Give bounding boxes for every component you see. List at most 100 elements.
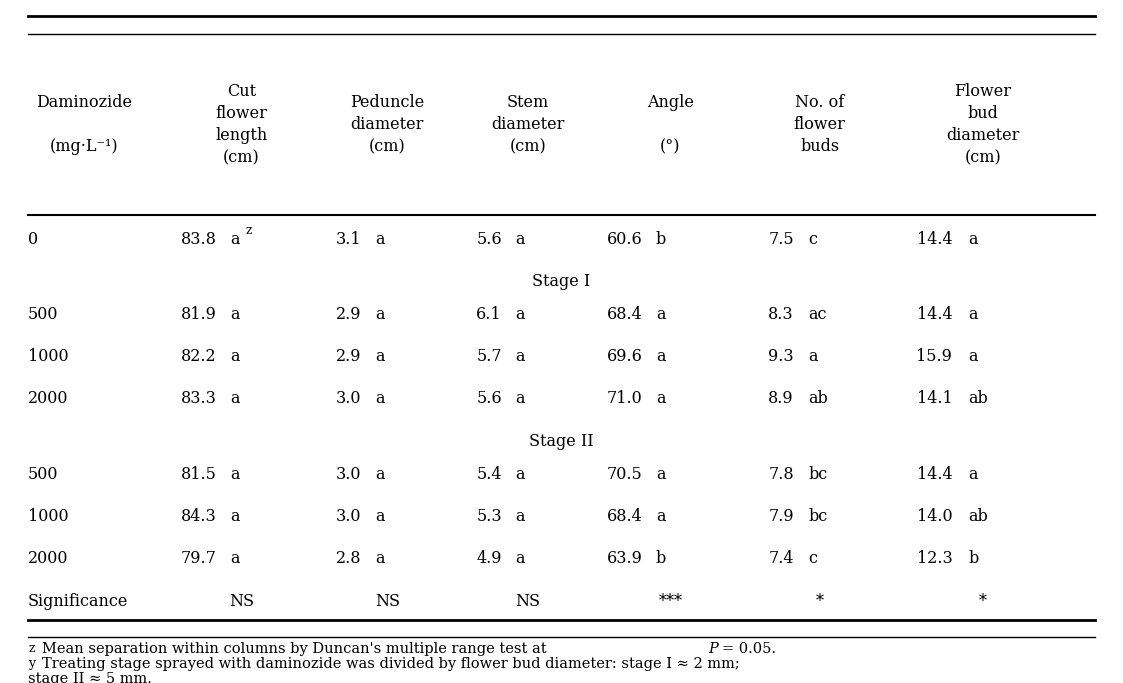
Text: 500: 500 [28, 466, 58, 482]
Text: a: a [230, 550, 239, 567]
Text: a: a [375, 306, 384, 322]
Text: Flower
bud
diameter
(cm): Flower bud diameter (cm) [946, 83, 1020, 166]
Text: 15.9: 15.9 [916, 348, 952, 365]
Text: NS: NS [515, 593, 540, 609]
Text: 81.5: 81.5 [181, 466, 217, 482]
Text: Daminozide

(mg·L⁻¹): Daminozide (mg·L⁻¹) [36, 94, 133, 155]
Text: a: a [375, 508, 384, 525]
Text: a: a [230, 391, 239, 407]
Text: 7.4: 7.4 [768, 550, 794, 567]
Text: ab: ab [809, 391, 829, 407]
Text: 1000: 1000 [28, 348, 69, 365]
Text: NS: NS [229, 593, 254, 609]
Text: a: a [375, 466, 384, 482]
Text: 2000: 2000 [28, 391, 69, 407]
Text: z: z [28, 642, 35, 655]
Text: bc: bc [809, 466, 828, 482]
Text: 12.3: 12.3 [916, 550, 952, 567]
Text: c: c [809, 231, 818, 247]
Text: 82.2: 82.2 [181, 348, 217, 365]
Text: 0: 0 [28, 231, 38, 247]
Text: 5.3: 5.3 [476, 508, 502, 525]
Text: 60.6: 60.6 [606, 231, 642, 247]
Text: 8.3: 8.3 [768, 306, 794, 322]
Text: a: a [656, 391, 665, 407]
Text: a: a [809, 348, 818, 365]
Text: z: z [246, 223, 253, 237]
Text: a: a [375, 391, 384, 407]
Text: Treating stage sprayed with daminozide was divided by flower bud diameter: stage: Treating stage sprayed with daminozide w… [42, 657, 739, 671]
Text: Stage II: Stage II [529, 433, 594, 449]
Text: a: a [375, 231, 384, 247]
Text: 5.6: 5.6 [476, 231, 502, 247]
Text: *: * [978, 593, 987, 609]
Text: 7.8: 7.8 [768, 466, 794, 482]
Text: 9.3: 9.3 [768, 348, 794, 365]
Text: 14.0: 14.0 [916, 508, 952, 525]
Text: a: a [515, 348, 524, 365]
Text: 14.4: 14.4 [916, 306, 952, 322]
Text: 70.5: 70.5 [606, 466, 642, 482]
Text: 3.0: 3.0 [336, 508, 362, 525]
Text: bc: bc [809, 508, 828, 525]
Text: ***: *** [658, 593, 683, 609]
Text: b: b [656, 231, 666, 247]
Text: a: a [656, 508, 665, 525]
Text: a: a [230, 466, 239, 482]
Text: 2.8: 2.8 [336, 550, 362, 567]
Text: a: a [230, 348, 239, 365]
Text: Stem
diameter
(cm): Stem diameter (cm) [491, 94, 565, 155]
Text: 14.4: 14.4 [916, 231, 952, 247]
Text: a: a [230, 306, 239, 322]
Text: 79.7: 79.7 [181, 550, 217, 567]
Text: 69.6: 69.6 [606, 348, 642, 365]
Text: 6.1: 6.1 [476, 306, 502, 322]
Text: Peduncle
diameter
(cm): Peduncle diameter (cm) [350, 94, 424, 155]
Text: ab: ab [968, 508, 988, 525]
Text: 71.0: 71.0 [606, 391, 642, 407]
Text: a: a [515, 508, 524, 525]
Text: a: a [515, 231, 524, 247]
Text: ac: ac [809, 306, 827, 322]
Text: 68.4: 68.4 [606, 306, 642, 322]
Text: *: * [815, 593, 824, 609]
Text: 83.8: 83.8 [181, 231, 217, 247]
Text: = 0.05.: = 0.05. [722, 642, 776, 656]
Text: Stage I: Stage I [532, 273, 591, 290]
Text: No. of
flower
buds: No. of flower buds [794, 94, 846, 155]
Text: Angle

(°): Angle (°) [647, 94, 694, 155]
Text: Cut
flower
length
(cm): Cut flower length (cm) [216, 83, 267, 166]
Text: a: a [515, 306, 524, 322]
Text: stage II ≈ 5 mm.: stage II ≈ 5 mm. [28, 672, 152, 683]
Text: 83.3: 83.3 [181, 391, 217, 407]
Text: a: a [515, 391, 524, 407]
Text: a: a [515, 550, 524, 567]
Text: a: a [375, 348, 384, 365]
Text: P: P [709, 642, 719, 656]
Text: 84.3: 84.3 [181, 508, 217, 525]
Text: 2.9: 2.9 [336, 306, 362, 322]
Text: 500: 500 [28, 306, 58, 322]
Text: 5.7: 5.7 [476, 348, 502, 365]
Text: 2000: 2000 [28, 550, 69, 567]
Text: 5.6: 5.6 [476, 391, 502, 407]
Text: 3.1: 3.1 [336, 231, 362, 247]
Text: y: y [28, 657, 35, 670]
Text: 3.0: 3.0 [336, 466, 362, 482]
Text: b: b [968, 550, 978, 567]
Text: a: a [968, 466, 977, 482]
Text: 63.9: 63.9 [606, 550, 642, 567]
Text: a: a [375, 550, 384, 567]
Text: 14.1: 14.1 [916, 391, 952, 407]
Text: a: a [968, 306, 977, 322]
Text: 4.9: 4.9 [476, 550, 502, 567]
Text: 8.9: 8.9 [768, 391, 794, 407]
Text: 7.5: 7.5 [768, 231, 794, 247]
Text: a: a [968, 231, 977, 247]
Text: Mean separation within columns by Duncan's multiple range test at: Mean separation within columns by Duncan… [42, 642, 556, 656]
Text: a: a [656, 466, 665, 482]
Text: NS: NS [375, 593, 400, 609]
Text: a: a [656, 348, 665, 365]
Text: 14.4: 14.4 [916, 466, 952, 482]
Text: 2.9: 2.9 [336, 348, 362, 365]
